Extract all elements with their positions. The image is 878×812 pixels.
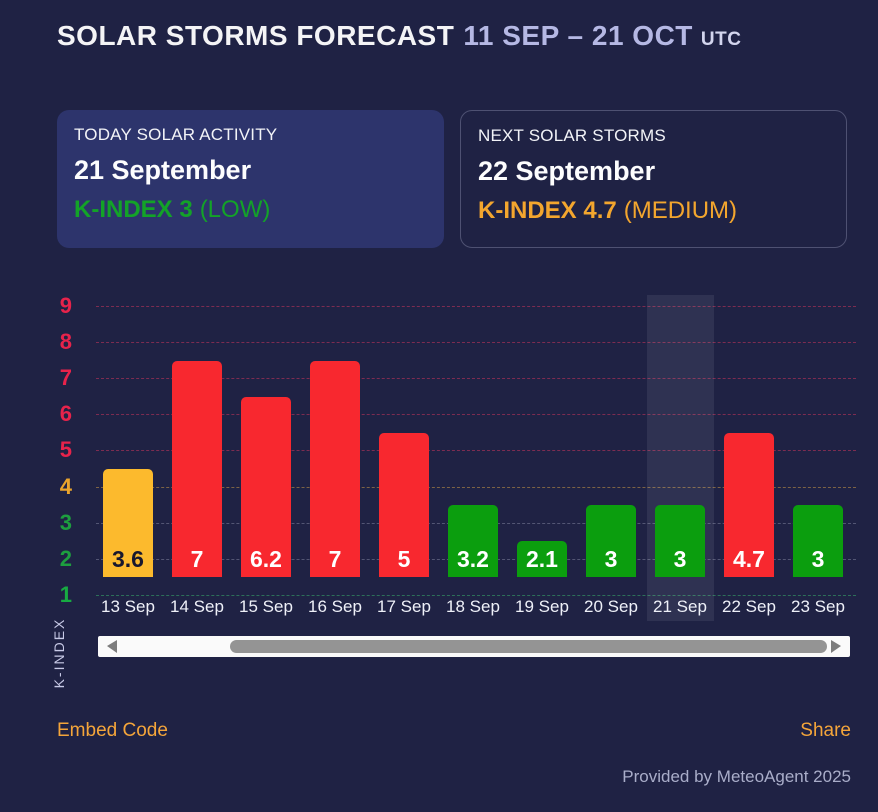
credit-text: Provided by MeteoAgent 2025 — [622, 767, 851, 786]
y-axis-tick-2: 2 — [59, 545, 72, 571]
page-title: SOLAR STORMS FORECAST 11 SEP – 21 OCT UTC — [57, 20, 741, 52]
gridline-8 — [96, 342, 856, 344]
y-axis-tick-9: 9 — [59, 293, 72, 318]
x-axis-label-13-sep: 13 Sep — [101, 597, 155, 616]
share-link[interactable]: Share — [800, 720, 851, 741]
gridline-1 — [96, 594, 856, 596]
scrollbar-left-arrow-icon[interactable] — [107, 640, 117, 653]
today-card-label: TODAY SOLAR ACTIVITY — [74, 125, 278, 144]
title-date-range: 11 SEP – 21 OCT — [463, 20, 693, 51]
title-text: SOLAR STORMS FORECAST — [57, 20, 455, 51]
today-card-kindex: K-INDEX 3 (LOW) — [74, 196, 426, 224]
next-card-date: 22 September — [478, 156, 656, 186]
today-solar-activity-card: TODAY SOLAR ACTIVITY 21 September K-INDE… — [57, 110, 444, 248]
x-axis-label-19-sep: 19 Sep — [515, 597, 569, 616]
bar-value-label-19-sep: 2.1 — [526, 546, 558, 572]
x-axis-label-21-sep: 21 Sep — [653, 597, 707, 616]
bar-value-label-13-sep: 3.6 — [112, 546, 144, 572]
y-axis-tick-1: 1 — [59, 581, 72, 607]
bar-13-sep[interactable]: 3.6 — [103, 469, 153, 577]
bar-23-sep[interactable]: 3 — [793, 505, 843, 577]
bar-value-label-15-sep: 6.2 — [250, 546, 282, 572]
scrollbar-right-arrow-icon[interactable] — [831, 640, 841, 653]
x-axis-label-15-sep: 15 Sep — [239, 597, 293, 616]
x-axis-label-18-sep: 18 Sep — [446, 597, 500, 616]
x-axis-label-16-sep: 16 Sep — [308, 597, 362, 616]
chart-scrollbar[interactable] — [98, 636, 850, 657]
bar-value-label-23-sep: 3 — [811, 546, 825, 572]
scrollbar-thumb[interactable] — [230, 640, 827, 653]
y-axis-tick-6: 6 — [59, 401, 72, 427]
x-axis-label-17-sep: 17 Sep — [377, 597, 431, 616]
bar-19-sep[interactable]: 2.1 — [517, 541, 567, 577]
bar-20-sep[interactable]: 3 — [586, 505, 636, 577]
bar-15-sep[interactable]: 6.2 — [241, 397, 291, 577]
bar-value-label-18-sep: 3.2 — [457, 546, 489, 572]
next-kindex-level: (MEDIUM) — [623, 197, 738, 224]
today-kindex-value: K-INDEX 3 — [74, 196, 193, 223]
y-axis-tick-4: 4 — [59, 473, 72, 499]
y-axis-tick-5: 5 — [59, 437, 72, 463]
gridline-4 — [96, 486, 856, 488]
next-solar-storms-card: NEXT SOLAR STORMS 22 September K-INDEX 4… — [460, 110, 847, 248]
bar-22-sep[interactable]: 4.7 — [724, 433, 774, 577]
bar-value-label-20-sep: 3 — [604, 546, 618, 572]
bar-value-label-22-sep: 4.7 — [733, 546, 765, 572]
embed-code-link[interactable]: Embed Code — [57, 720, 168, 741]
bar-16-sep[interactable]: 7 — [310, 361, 360, 577]
y-axis-tick-3: 3 — [59, 509, 72, 535]
today-kindex-level: (LOW) — [199, 196, 271, 223]
next-card-kindex: K-INDEX 4.7 (MEDIUM) — [478, 197, 828, 225]
bar-18-sep[interactable]: 3.2 — [448, 505, 498, 577]
today-card-date: 21 September — [74, 155, 252, 185]
bar-value-label-17-sep: 5 — [397, 546, 411, 572]
x-axis-label-22-sep: 22 Sep — [722, 597, 776, 616]
gridline-5 — [96, 450, 856, 452]
bar-17-sep[interactable]: 5 — [379, 433, 429, 577]
x-axis-label-23-sep: 23 Sep — [791, 597, 845, 616]
bar-value-label-21-sep: 3 — [673, 546, 687, 572]
next-card-label: NEXT SOLAR STORMS — [478, 126, 666, 145]
gridline-6 — [96, 414, 856, 416]
y-axis-title: K-INDEX — [51, 617, 67, 689]
next-kindex-value: K-INDEX 4.7 — [478, 197, 617, 224]
x-axis-label-20-sep: 20 Sep — [584, 597, 638, 616]
title-timezone: UTC — [700, 29, 742, 50]
gridline-7 — [96, 378, 856, 380]
x-axis-label-14-sep: 14 Sep — [170, 597, 224, 616]
bar-value-label-14-sep: 7 — [190, 546, 204, 572]
gridline-9 — [96, 306, 856, 307]
bar-21-sep[interactable]: 3 — [655, 505, 705, 577]
y-axis-tick-7: 7 — [59, 365, 72, 391]
bar-14-sep[interactable]: 7 — [172, 361, 222, 577]
y-axis-tick-8: 8 — [59, 329, 72, 355]
bar-value-label-16-sep: 7 — [328, 546, 342, 572]
